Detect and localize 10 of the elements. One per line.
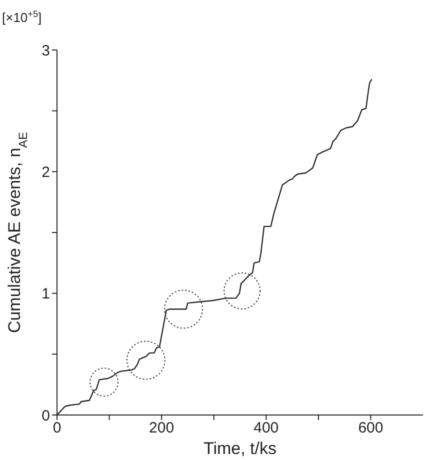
x-tick-label: 0 bbox=[52, 420, 62, 437]
y-tick-label: 3 bbox=[42, 42, 50, 60]
x-tick-label: 600 bbox=[358, 420, 384, 437]
y-tick-label: 1 bbox=[42, 286, 50, 303]
x-axis-title: Time, t/ks bbox=[203, 439, 277, 458]
x-tick-label: 400 bbox=[254, 420, 279, 437]
y-tick-label: 0 bbox=[42, 407, 50, 424]
x-tick-label: 200 bbox=[149, 420, 174, 437]
text: [×10$^{+5}$] bbox=[2, 9, 42, 25]
y-tick-label: 2 bbox=[42, 164, 50, 181]
